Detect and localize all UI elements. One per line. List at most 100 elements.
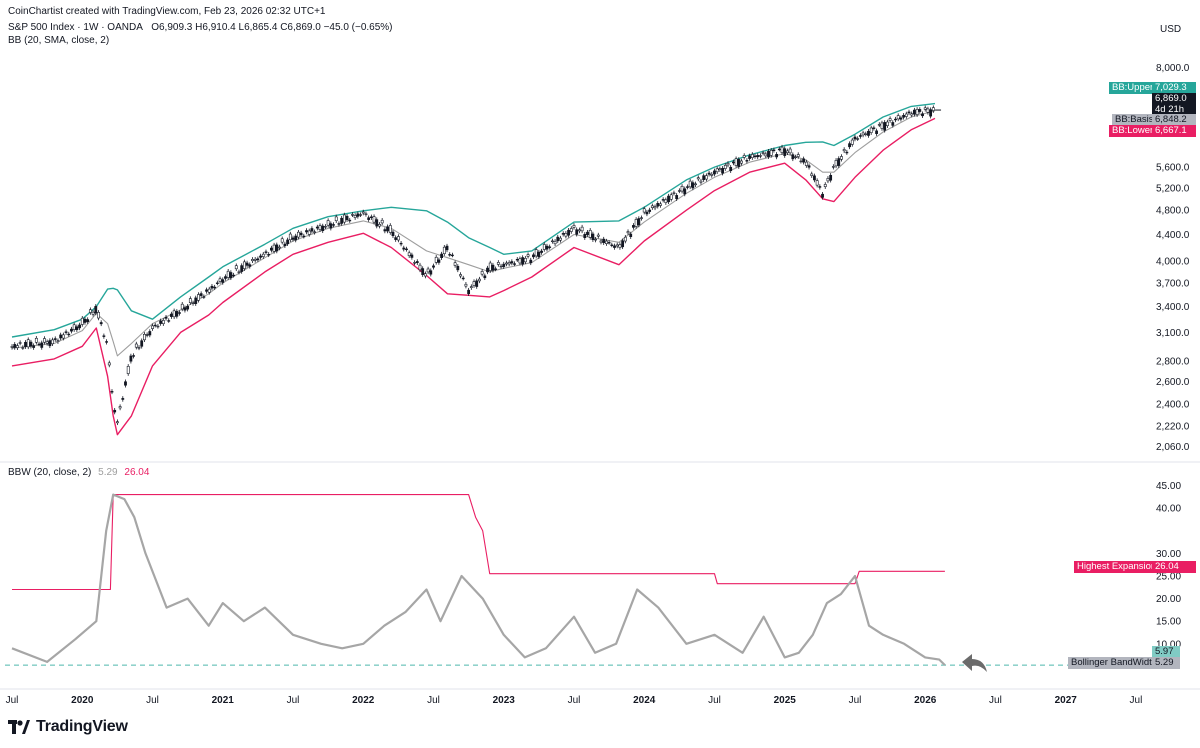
candle bbox=[586, 229, 589, 237]
candle bbox=[637, 216, 641, 228]
candle bbox=[472, 279, 476, 288]
bar-countdown: 4d 21h bbox=[1155, 104, 1185, 115]
bb-indicator-label[interactable]: BB (20, SMA, close, 2) bbox=[8, 35, 110, 46]
ohlc-values: O6,909.3 H6,910.4 L6,865.4 C6,869.0 −45.… bbox=[151, 22, 393, 33]
price-tick-label: 3,400.0 bbox=[1156, 302, 1190, 313]
candle bbox=[345, 213, 349, 223]
candle bbox=[105, 339, 108, 345]
candle bbox=[707, 170, 711, 177]
candle bbox=[602, 236, 606, 245]
candle bbox=[629, 231, 633, 239]
candle bbox=[264, 249, 268, 255]
candle bbox=[294, 233, 298, 243]
candle bbox=[791, 152, 795, 162]
candle bbox=[378, 222, 381, 229]
time-tick-label: 2022 bbox=[352, 695, 375, 706]
symbol-ohlc-line: S&P 500 Index · 1W · OANDA O6,909.3 H6,9… bbox=[8, 22, 393, 33]
candle bbox=[794, 154, 797, 160]
time-tick-label: 2025 bbox=[774, 695, 797, 706]
candle bbox=[186, 304, 190, 312]
candle bbox=[610, 242, 614, 248]
bbw-indicator-header[interactable]: BBW (20, close, 2) 5.29 26.04 bbox=[8, 467, 149, 478]
candle bbox=[313, 229, 317, 235]
candle bbox=[226, 269, 230, 280]
candle bbox=[253, 257, 257, 263]
bb-basis-tag: BB:Basis bbox=[1112, 114, 1157, 126]
candle bbox=[221, 277, 225, 285]
candle bbox=[199, 291, 203, 298]
candle bbox=[767, 149, 770, 159]
price-tick-label: 4,000.0 bbox=[1156, 257, 1190, 268]
candle bbox=[175, 309, 179, 319]
candle bbox=[818, 184, 822, 190]
candle bbox=[207, 286, 211, 295]
candle bbox=[623, 234, 627, 244]
candle bbox=[115, 419, 119, 426]
bbw-tick-label: 10.00 bbox=[1156, 639, 1181, 650]
candle bbox=[664, 197, 668, 205]
candle bbox=[94, 304, 98, 316]
candle bbox=[218, 276, 222, 284]
bbw-current-tag: 5.97 bbox=[1152, 646, 1180, 658]
candle bbox=[191, 300, 195, 306]
candle bbox=[548, 244, 552, 250]
candle bbox=[786, 148, 789, 155]
candle bbox=[353, 213, 357, 220]
candle bbox=[496, 260, 500, 267]
candle bbox=[931, 105, 935, 113]
candle bbox=[24, 340, 27, 349]
bb-lower-value-tag: 6,667.1 bbox=[1152, 125, 1196, 137]
candle bbox=[613, 243, 616, 250]
time-tick-label: 2021 bbox=[212, 695, 235, 706]
candle bbox=[777, 146, 781, 152]
candle bbox=[618, 242, 622, 250]
candle bbox=[653, 204, 657, 211]
candle bbox=[656, 201, 660, 209]
candle bbox=[134, 341, 138, 350]
candle bbox=[45, 339, 49, 346]
candle bbox=[505, 260, 508, 267]
candle bbox=[864, 131, 868, 137]
candle bbox=[448, 252, 452, 257]
candle bbox=[850, 137, 854, 147]
candle bbox=[13, 342, 17, 350]
candle bbox=[318, 223, 322, 232]
candle bbox=[283, 241, 287, 248]
candle bbox=[780, 144, 784, 155]
price-tick-label: 4,400.0 bbox=[1156, 230, 1190, 241]
candle bbox=[853, 134, 857, 142]
candle bbox=[480, 269, 484, 277]
candle bbox=[202, 294, 206, 299]
candle bbox=[926, 106, 930, 115]
candle bbox=[421, 266, 425, 277]
candle bbox=[75, 324, 79, 332]
tradingview-logo[interactable]: TradingView bbox=[8, 718, 128, 736]
candle bbox=[510, 259, 514, 266]
bbw-value-expansion: 26.04 bbox=[124, 467, 150, 478]
candle bbox=[275, 242, 279, 254]
candle bbox=[715, 166, 719, 175]
candle bbox=[923, 105, 927, 112]
candle bbox=[445, 243, 449, 253]
candle bbox=[515, 257, 519, 262]
candle bbox=[48, 338, 52, 349]
candle bbox=[237, 269, 241, 275]
candle bbox=[10, 344, 14, 350]
bb-upper-label: BB:Upper bbox=[1112, 82, 1154, 93]
bbw-pane: 45.00 40.00 30.00 25.00 20.00 15.00 10.00 bbox=[5, 481, 1181, 666]
candle bbox=[137, 345, 141, 351]
candle bbox=[310, 226, 314, 234]
candle bbox=[188, 296, 192, 305]
candle bbox=[423, 271, 427, 279]
candle bbox=[124, 379, 127, 388]
symbol-title[interactable]: S&P 500 Index · 1W · OANDA bbox=[8, 22, 143, 33]
candle bbox=[621, 238, 625, 250]
candle bbox=[815, 178, 819, 188]
candle bbox=[153, 322, 157, 328]
candle bbox=[829, 173, 833, 183]
candle bbox=[99, 320, 103, 327]
candle bbox=[110, 389, 114, 395]
candle bbox=[737, 157, 741, 169]
highest-expansion-line bbox=[12, 494, 945, 591]
